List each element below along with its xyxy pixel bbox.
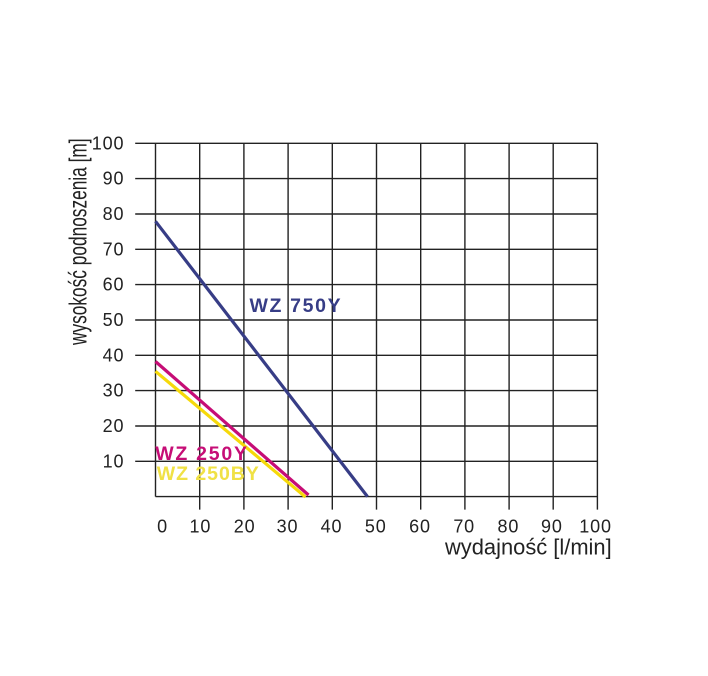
svg-text:50: 50 [365, 517, 387, 537]
svg-text:80: 80 [498, 517, 520, 537]
svg-text:WZ 250BY: WZ 250BY [157, 463, 260, 485]
svg-text:20: 20 [103, 416, 125, 436]
svg-text:WZ 750Y: WZ 750Y [250, 295, 343, 317]
svg-text:wydajność [l/min]: wydajność [l/min] [444, 535, 612, 560]
svg-text:60: 60 [409, 517, 431, 537]
svg-text:30: 30 [277, 517, 299, 537]
svg-text:10: 10 [190, 517, 212, 537]
svg-text:20: 20 [234, 517, 256, 537]
svg-text:0: 0 [157, 517, 168, 537]
svg-text:90: 90 [541, 517, 563, 537]
svg-text:50: 50 [103, 310, 125, 330]
svg-text:40: 40 [321, 517, 343, 537]
svg-text:70: 70 [453, 517, 475, 537]
svg-text:wysokość podnoszenia [m]: wysokość podnoszenia [m] [64, 138, 92, 345]
svg-text:WZ 250Y: WZ 250Y [155, 443, 249, 465]
svg-text:70: 70 [103, 239, 125, 259]
svg-text:100: 100 [92, 133, 125, 153]
svg-text:90: 90 [103, 169, 125, 189]
svg-text:80: 80 [103, 204, 125, 224]
svg-text:60: 60 [103, 275, 125, 295]
svg-text:100: 100 [579, 517, 612, 537]
svg-text:40: 40 [103, 345, 125, 365]
svg-text:10: 10 [103, 451, 125, 471]
svg-text:30: 30 [103, 381, 125, 401]
